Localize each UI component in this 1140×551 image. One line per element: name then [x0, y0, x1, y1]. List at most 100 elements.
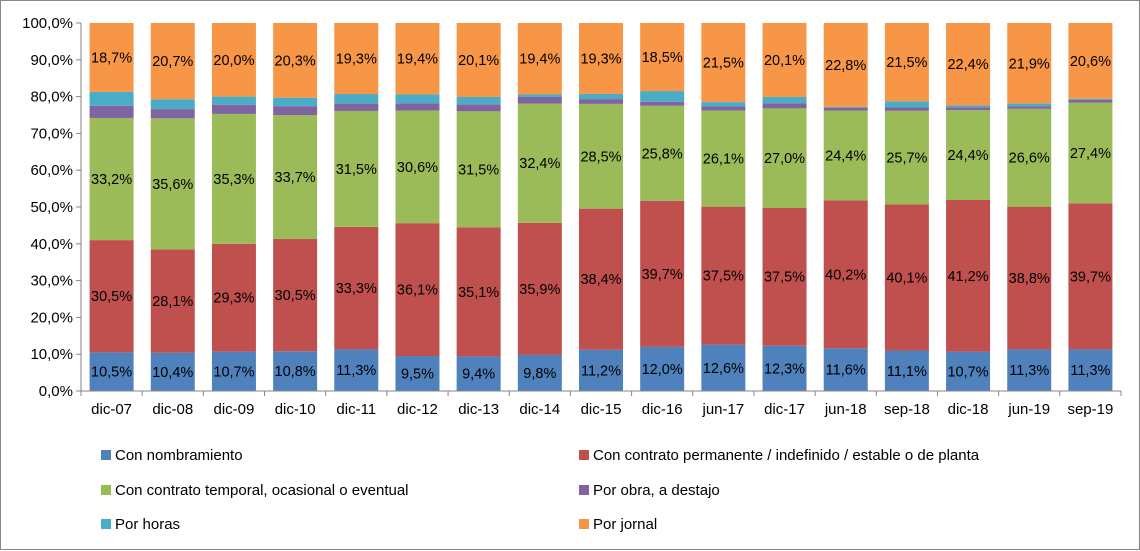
y-tick-label: 60,0% [30, 162, 73, 179]
bar-segment [762, 96, 807, 104]
data-label: 19,4% [519, 52, 560, 68]
bar-segment [211, 351, 256, 391]
x-tick-label: jun-17 [701, 401, 744, 418]
bar-segment [823, 110, 868, 201]
axes: 0,0% 10,0% 20,0% 30,0% 40,0% 50,0% 60,0% 70,0% 8… [22, 15, 1122, 418]
data-label: 35,6% [152, 177, 193, 193]
bar-segment [395, 94, 440, 104]
data-label: 38,4% [580, 272, 621, 288]
data-label: 20,1% [458, 53, 499, 69]
bar-segment [273, 23, 318, 98]
data-label: 41,2% [947, 269, 988, 285]
bar-segment [579, 208, 623, 350]
bar-segment [884, 350, 929, 391]
x-tick-label: dic-17 [764, 401, 805, 418]
bar-segment [211, 96, 256, 105]
x-tick-label: dic-13 [458, 401, 499, 418]
data-label: 33,3% [336, 281, 377, 297]
bar-segment [1007, 23, 1052, 104]
bar-segment [1068, 102, 1113, 204]
bar-segment [334, 103, 379, 111]
bar-segment [150, 23, 195, 100]
bar-segment [640, 91, 685, 102]
data-label: 30,5% [91, 289, 132, 305]
data-label: 10,4% [152, 365, 193, 381]
data-label: 9,4% [462, 367, 495, 383]
data-label: 20,0% [213, 53, 254, 69]
bar-segment [89, 23, 134, 92]
bar-segment [89, 91, 134, 106]
data-label: 33,2% [91, 172, 132, 188]
data-label: 40,1% [886, 271, 927, 287]
bar-segment [823, 107, 868, 111]
bar-segment [946, 23, 991, 106]
legend-label: Por jornal [593, 516, 657, 533]
legend-label: Por obra, a destajo [593, 482, 720, 499]
bar-segment [1068, 349, 1113, 391]
bar-segment [1007, 349, 1052, 391]
y-tick-label: 40,0% [30, 236, 73, 253]
data-label: 21,9% [1009, 56, 1050, 72]
y-tick-label: 100,0% [22, 15, 73, 32]
data-label: 12,0% [642, 362, 683, 378]
bar-segment [946, 351, 991, 391]
data-label: 18,5% [642, 50, 683, 66]
data-label: 27,0% [764, 151, 805, 167]
data-label: 24,4% [947, 148, 988, 164]
bar-segment [1068, 98, 1113, 100]
bar-segment [640, 101, 685, 106]
bar-segment [701, 110, 746, 207]
bar-segment [1007, 106, 1052, 109]
bar-segment [701, 23, 746, 103]
x-tick-label: dic-07 [91, 401, 132, 418]
bar-segment [823, 106, 868, 108]
bar-segment [150, 352, 195, 391]
y-tick-label: 10,0% [30, 346, 73, 363]
data-label: 20,1% [764, 53, 805, 69]
bar-segment [273, 115, 318, 240]
data-label: 22,4% [947, 57, 988, 73]
data-label: 12,6% [703, 361, 744, 377]
data-label: 20,7% [152, 54, 193, 70]
bar-segment [579, 99, 623, 104]
data-label: 25,8% [642, 146, 683, 162]
data-label: 30,6% [397, 160, 438, 176]
legend-swatch [579, 519, 589, 529]
x-tick-label: jun-19 [1007, 401, 1050, 418]
data-label: 21,5% [703, 56, 744, 72]
x-tick-label: dic-14 [519, 401, 560, 418]
bar-segment [762, 207, 807, 346]
bar-segment [823, 23, 868, 107]
data-label: 21,5% [886, 55, 927, 71]
bar-segment [211, 243, 256, 352]
bar-segment [517, 23, 562, 95]
legend-swatch [101, 519, 111, 529]
bar-segment [334, 349, 379, 391]
data-label: 37,5% [703, 269, 744, 285]
y-tick-label: 20,0% [30, 309, 73, 326]
bar-segment [762, 23, 807, 97]
y-tick-label: 30,0% [30, 273, 73, 290]
x-tick-label: dic-16 [642, 401, 683, 418]
data-label: 26,6% [1009, 151, 1050, 167]
legend-label: Con contrato temporal, ocasional o event… [115, 482, 409, 499]
data-label: 19,3% [336, 52, 377, 68]
bar-segment [701, 106, 746, 111]
bar-segment [762, 103, 807, 109]
bar-segment [579, 93, 623, 100]
data-label: 40,2% [825, 267, 866, 283]
y-tick-label: 80,0% [30, 89, 73, 106]
bar-segment [395, 103, 440, 111]
bar-segment [89, 105, 134, 118]
data-label: 9,8% [523, 366, 556, 382]
data-label: 36,1% [397, 283, 438, 299]
bar-segment [456, 104, 501, 112]
bar-segment [334, 23, 379, 95]
bar-segment [701, 344, 746, 391]
bar-segment [579, 349, 623, 391]
data-label: 10,5% [91, 365, 132, 381]
bar-segment [273, 239, 318, 352]
bar-segment [395, 356, 440, 391]
bar-segment [701, 206, 746, 345]
bar-segment [395, 23, 440, 95]
